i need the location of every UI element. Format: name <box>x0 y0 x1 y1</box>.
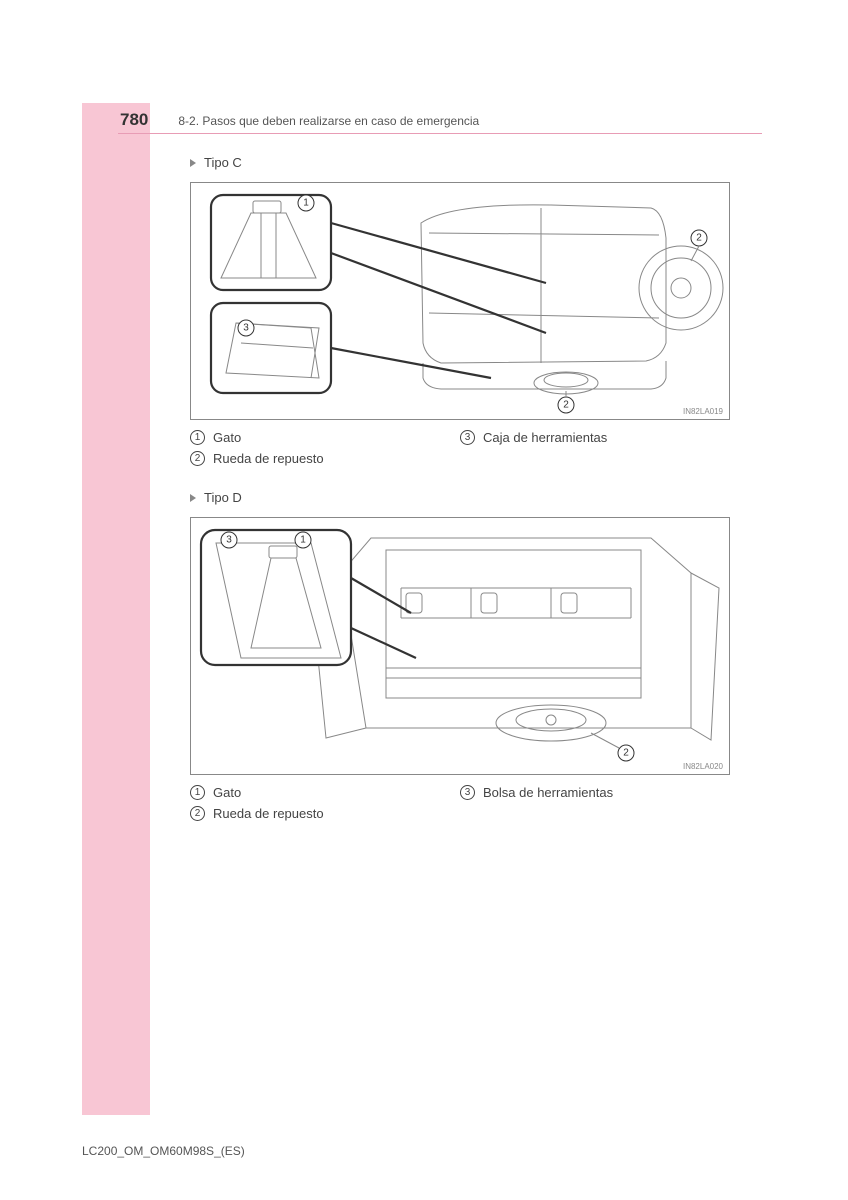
legend-type-d: 1Gato 2Rueda de repuesto 3Bolsa de herra… <box>190 785 730 827</box>
num-icon: 2 <box>190 806 205 821</box>
legend-item: 2Rueda de repuesto <box>190 451 460 466</box>
svg-text:1: 1 <box>303 198 309 209</box>
type-c-label: Tipo C <box>204 155 242 170</box>
legend-item: 1Gato <box>190 430 460 445</box>
svg-text:1: 1 <box>300 535 306 546</box>
legend-item: 2Rueda de repuesto <box>190 806 460 821</box>
legend-type-c: 1Gato 2Rueda de repuesto 3Caja de herram… <box>190 430 730 472</box>
footer-code: LC200_OM_OM60M98S_(ES) <box>82 1144 245 1158</box>
diagram-type-d: 3 1 2 <box>191 518 731 776</box>
svg-text:3: 3 <box>226 535 232 546</box>
sidebar-tab <box>82 103 150 1115</box>
triangle-icon <box>190 494 196 502</box>
figure-code-d: IN82LA020 <box>683 762 723 771</box>
figure-type-c: 1 3 2 2 IN82LA019 <box>190 182 730 420</box>
num-icon: 2 <box>190 451 205 466</box>
section-title: 8-2. Pasos que deben realizarse en caso … <box>178 114 479 128</box>
figure-code-c: IN82LA019 <box>683 407 723 416</box>
header-rule <box>118 133 762 134</box>
legend-item: 3Caja de herramientas <box>460 430 730 445</box>
num-icon: 1 <box>190 785 205 800</box>
num-icon: 1 <box>190 430 205 445</box>
num-icon: 3 <box>460 785 475 800</box>
page-header: 780 8-2. Pasos que deben realizarse en c… <box>120 110 760 130</box>
type-d-label: Tipo D <box>204 490 242 505</box>
svg-text:2: 2 <box>696 233 702 244</box>
triangle-icon <box>190 159 196 167</box>
legend-item: 3Bolsa de herramientas <box>460 785 730 800</box>
type-d-heading: Tipo D <box>190 490 750 505</box>
figure-type-d: 3 1 2 IN82LA020 <box>190 517 730 775</box>
svg-text:2: 2 <box>563 400 569 411</box>
num-icon: 3 <box>460 430 475 445</box>
svg-text:2: 2 <box>623 748 629 759</box>
legend-item: 1Gato <box>190 785 460 800</box>
page-number: 780 <box>120 110 148 130</box>
diagram-type-c: 1 3 2 2 <box>191 183 731 421</box>
type-c-heading: Tipo C <box>190 155 750 170</box>
svg-text:3: 3 <box>243 323 249 334</box>
